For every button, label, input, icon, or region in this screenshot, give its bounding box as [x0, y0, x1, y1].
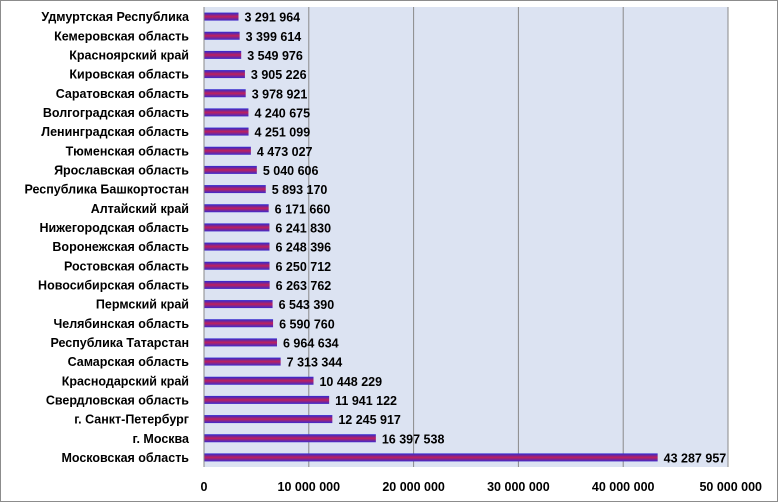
data-label: 16 397 538: [382, 432, 445, 446]
bar: [204, 280, 270, 289]
bars: [204, 12, 658, 462]
data-label: 6 250 712: [276, 260, 332, 274]
category-label: Республика Татарстан: [50, 336, 189, 350]
category-label: Воронежская область: [52, 240, 189, 254]
bar: [204, 261, 270, 270]
data-label: 6 248 396: [275, 241, 331, 255]
gridlines: [308, 7, 729, 467]
bar: [204, 357, 281, 366]
x-axis-tick-labels: 0 10 000 000 20 000 000 30 000 000 40 000 00…: [201, 480, 763, 494]
data-label: 7 313 344: [287, 356, 343, 370]
bar: [204, 50, 242, 59]
data-label: 5 893 170: [272, 183, 328, 197]
data-label: 3 549 976: [247, 49, 303, 63]
bar: [204, 12, 239, 21]
bar: [204, 165, 257, 174]
data-label: 6 241 830: [275, 221, 331, 235]
bar: [204, 434, 376, 443]
category-label: Ярославская область: [54, 163, 189, 177]
bar: [204, 395, 330, 404]
data-label: 3 291 964: [244, 11, 300, 25]
category-label: г. Санкт-Петербург: [74, 413, 189, 427]
category-label: Кировская область: [69, 68, 189, 82]
bar: [204, 300, 273, 309]
data-label: 3 399 614: [246, 30, 302, 44]
bar: [204, 127, 249, 136]
bar: [204, 376, 314, 385]
data-label: 4 251 099: [255, 126, 311, 140]
x-tick-label: 30 000 000: [487, 480, 550, 494]
data-label: 43 287 957: [664, 451, 727, 465]
data-label: 5 040 606: [263, 164, 319, 178]
category-label: Саратовская область: [56, 87, 190, 101]
data-label: 6 590 760: [279, 317, 335, 331]
category-label: Свердловская область: [46, 393, 189, 407]
bar: [204, 70, 245, 79]
bar: [204, 146, 251, 155]
x-tick-label: 40 000 000: [592, 480, 655, 494]
category-label: Удмуртская Республика: [41, 10, 190, 24]
data-label: 11 941 122: [335, 394, 397, 408]
bar: [204, 204, 269, 213]
category-labels: Удмуртская Республика Кемеровская область…: [24, 10, 190, 465]
data-label: 3 978 921: [252, 87, 308, 101]
category-label: Ленинградская область: [41, 125, 189, 139]
category-label: Ростовская область: [64, 259, 189, 273]
category-label: Республика Башкортостан: [24, 183, 189, 197]
category-label: Красноярский край: [69, 48, 189, 62]
value-labels: 3 291 964 3 399 614 3 549 976 3 905 226 3 97…: [244, 11, 726, 466]
data-label: 6 964 634: [283, 336, 339, 350]
data-label: 6 543 390: [279, 298, 335, 312]
bar: [204, 31, 240, 40]
category-label: Пермский край: [96, 298, 189, 312]
category-label: Московская область: [61, 451, 189, 465]
category-label: Новосибирская область: [38, 278, 189, 292]
x-tick-label: 0: [201, 480, 208, 494]
category-label: Краснодарский край: [62, 374, 189, 388]
category-label: г. Москва: [133, 432, 191, 446]
category-label: Челябинская область: [53, 317, 189, 331]
data-label: 4 240 675: [254, 106, 310, 120]
bar: [204, 89, 246, 98]
bar: [204, 108, 249, 117]
bar: [204, 242, 270, 251]
bar: [204, 415, 333, 424]
bar: [204, 223, 270, 232]
data-label: 4 473 027: [257, 145, 313, 159]
x-tick-label: 20 000 000: [382, 480, 445, 494]
bar: [204, 185, 266, 194]
x-tick-label: 50 000 000: [699, 480, 762, 494]
data-label: 10 448 229: [319, 375, 382, 389]
category-label: Тюменская область: [66, 144, 190, 158]
bar: [204, 338, 277, 347]
data-label: 12 245 917: [338, 413, 401, 427]
category-label: Волгоградская область: [43, 106, 189, 120]
category-label: Нижегородская область: [39, 221, 189, 235]
data-label: 6 263 762: [276, 279, 332, 293]
category-label: Кемеровская область: [54, 29, 189, 43]
x-tick-label: 10 000 000: [278, 480, 341, 494]
bar: [204, 453, 658, 462]
plot-area: [204, 7, 728, 467]
category-label: Самарская область: [68, 355, 190, 369]
data-label: 6 171 660: [275, 202, 331, 216]
category-label: Алтайский край: [91, 202, 189, 216]
data-label: 3 905 226: [251, 68, 307, 82]
bar: [204, 319, 274, 328]
